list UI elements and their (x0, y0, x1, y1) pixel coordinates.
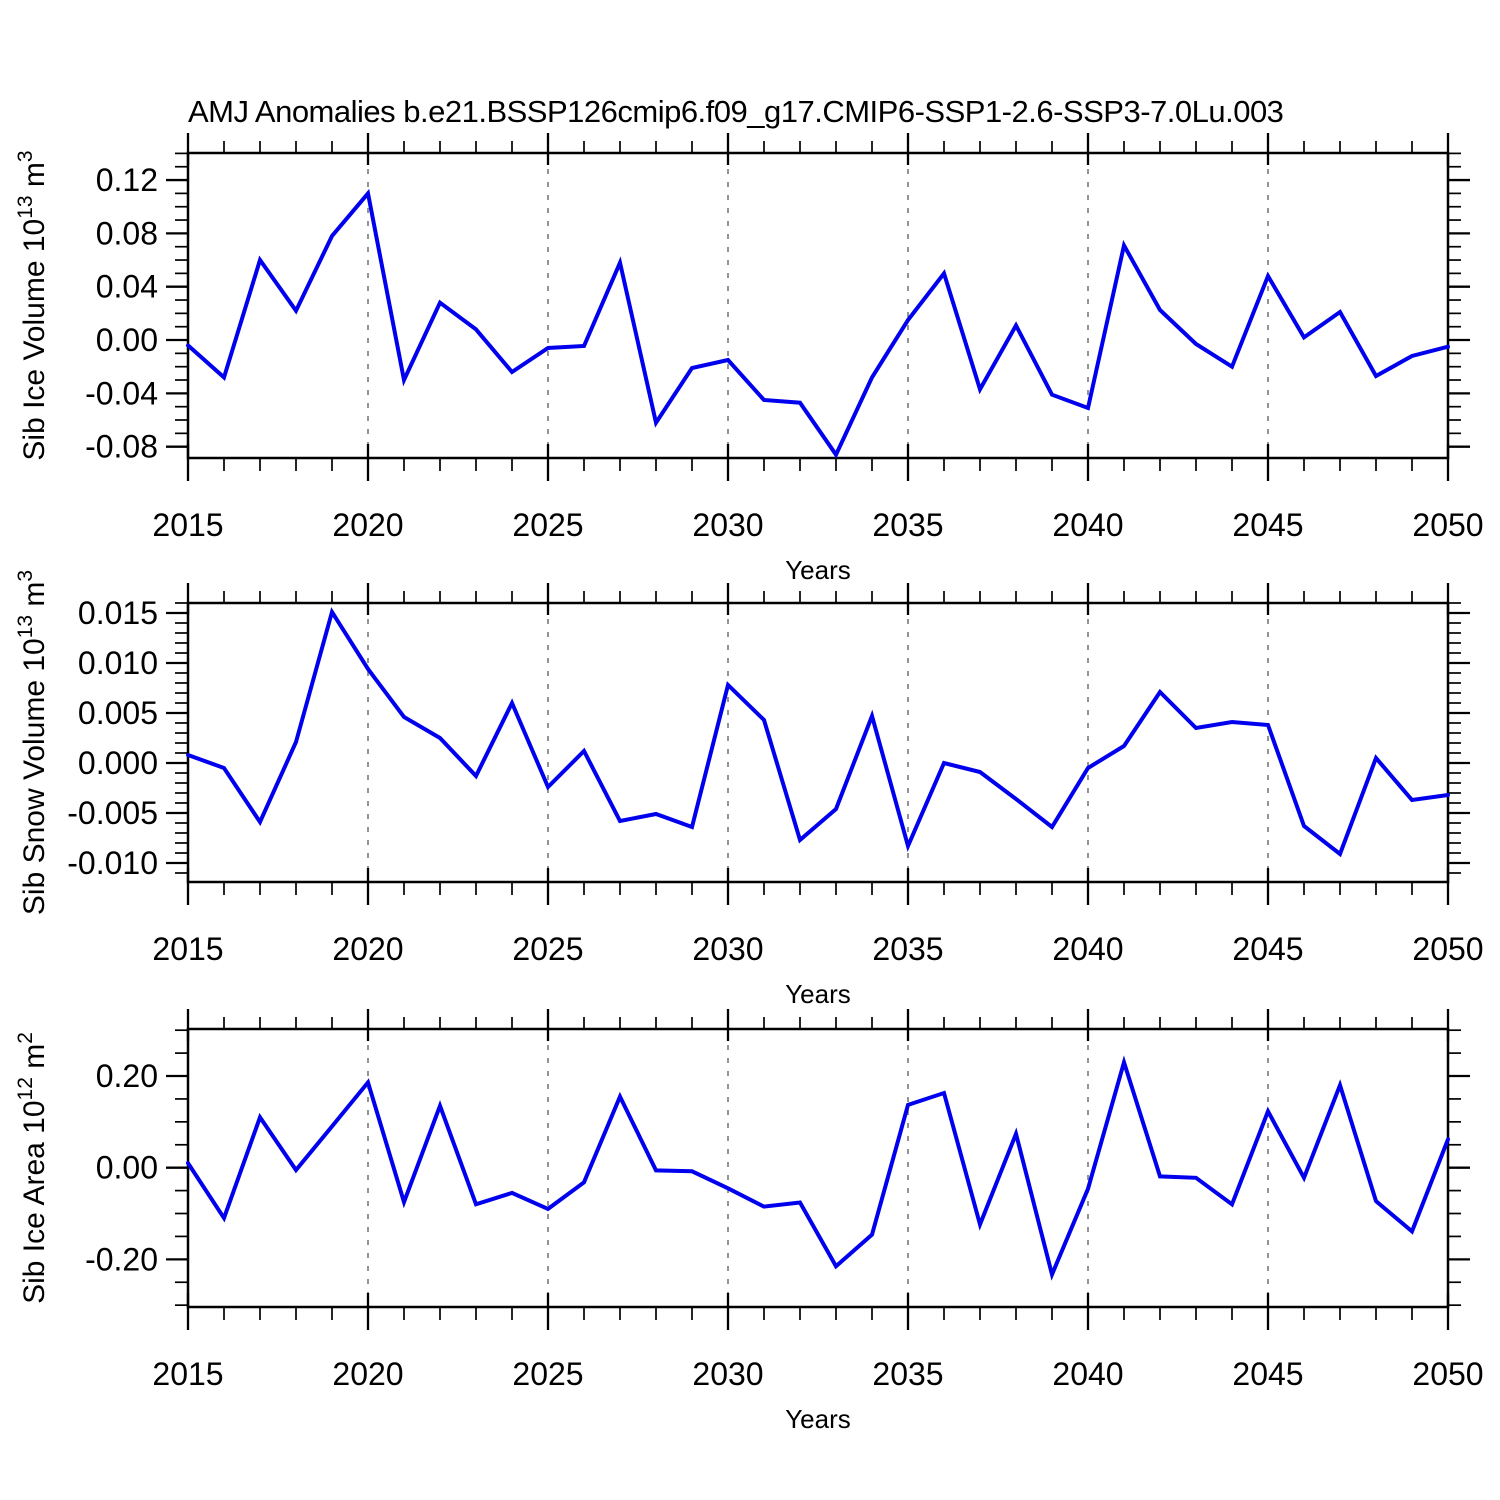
data-line-series (186, 1055, 1450, 1281)
plot-frame (186, 1027, 1450, 1309)
x-tick-label: 2035 (872, 931, 943, 967)
x-tick-label: 2020 (332, 931, 403, 967)
x-tick-label: 2020 (332, 1356, 403, 1392)
y-tick-label: 0.010 (78, 645, 158, 681)
x-tick-label: 2015 (152, 507, 223, 543)
plot-frame (186, 601, 1450, 884)
y-tick-label: 0.08 (96, 215, 158, 251)
chart-title: AMJ Anomalies b.e21.BSSP126cmip6.f09_g17… (188, 94, 1284, 129)
x-tick-label: 2040 (1052, 507, 1123, 543)
x-tick-label: 2045 (1232, 931, 1303, 967)
panel-3: 2015 2020 2025 2030 2035 2040 2045 2050 0.20 0.00… (14, 1009, 1484, 1434)
y-tick-label: 0.12 (96, 162, 158, 198)
data-line-series (186, 188, 1450, 459)
panel-2: 2015 2020 2025 2030 2035 2040 2045 2050 0.015 0.0… (14, 570, 1484, 1009)
y-tick-label: 0.000 (78, 745, 158, 781)
x-axis-title: Years (785, 1404, 851, 1434)
y-tick-label: 0.04 (96, 269, 158, 305)
x-tick-label: 2045 (1232, 1356, 1303, 1392)
x-tick-label: 2035 (872, 1356, 943, 1392)
y-tick-label: 0.20 (96, 1058, 158, 1094)
x-tick-label: 2025 (512, 1356, 583, 1392)
x-tick-label: 2035 (872, 507, 943, 543)
y-axis-title: Sib Snow Volume 1013 m3 (14, 570, 51, 915)
y-axis-title: Sib Ice Volume 1013 m3 (14, 150, 51, 460)
panel-1: 2015 2020 2025 2030 2035 2040 2045 2050 0.12 0.08… (14, 133, 1484, 585)
x-tick-label: 2020 (332, 507, 403, 543)
x-tick-label: 2050 (1412, 931, 1483, 967)
x-tick-label: 2045 (1232, 507, 1303, 543)
x-axis-title: Years (785, 979, 851, 1009)
x-tick-label: 2015 (152, 1356, 223, 1392)
data-line-series (186, 607, 1450, 858)
x-tick-label: 2025 (512, 507, 583, 543)
x-tick-label: 2030 (692, 507, 763, 543)
x-tick-label: 2030 (692, 1356, 763, 1392)
y-axis-title: Sib Ice Area 1012 m2 (14, 1032, 51, 1304)
y-tick-label: 0.015 (78, 595, 158, 631)
x-tick-label: 2030 (692, 931, 763, 967)
y-tick-label: -0.08 (85, 429, 158, 465)
x-tick-label: 2015 (152, 931, 223, 967)
x-tick-label: 2040 (1052, 931, 1123, 967)
x-axis-title: Years (785, 555, 851, 585)
x-tick-label: 2025 (512, 931, 583, 967)
y-tick-label: 0.005 (78, 695, 158, 731)
y-tick-label: -0.005 (67, 795, 158, 831)
y-tick-label: -0.20 (85, 1241, 158, 1277)
plot-frame (186, 151, 1450, 460)
y-tick-label: 0.00 (96, 322, 158, 358)
x-tick-label: 2040 (1052, 1356, 1123, 1392)
x-tick-label: 2050 (1412, 507, 1483, 543)
y-tick-label: -0.04 (85, 375, 158, 411)
y-tick-label: -0.010 (67, 845, 158, 881)
x-tick-label: 2050 (1412, 1356, 1483, 1392)
y-tick-label: 0.00 (96, 1150, 158, 1186)
